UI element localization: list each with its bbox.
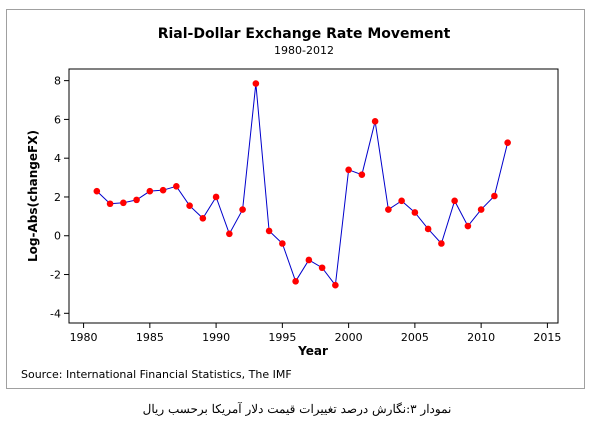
y-axis: -4 -2 0 2 4 6 8 [50,75,69,320]
x-tick-label: 2000 [335,331,363,344]
data-point [212,193,220,201]
data-point [398,197,405,205]
chart-subtitle: 1980-2012 [274,44,334,57]
data-point [318,264,326,272]
y-axis-label: Log-Abs(changeFX) [26,130,40,262]
data-point [477,206,485,213]
data-point [186,202,193,209]
data-point [106,200,114,208]
data-point [239,206,246,213]
data-point [464,222,472,230]
series-line [96,83,509,287]
y-tick-label: 0 [54,230,61,243]
data-point [120,199,127,207]
x-tick-label: 1995 [268,331,296,344]
x-tick-label: 1990 [202,331,230,344]
data-point [438,240,445,247]
plot-area [68,68,559,324]
x-axis-label: Year [297,344,328,358]
data-point [265,227,273,235]
data-point [371,118,379,125]
y-tick-label: -2 [50,269,61,282]
x-tick-label: 2005 [401,331,429,344]
data-point [332,281,339,289]
data-point [451,197,458,205]
data-point [173,183,180,190]
chart-title: Rial-Dollar Exchange Rate Movement [158,26,451,42]
data-point [93,187,101,195]
series-markers [93,80,511,289]
x-tick-label: 1985 [136,331,164,344]
chart-svg: Rial-Dollar Exchange Rate Movement 1980-… [21,26,561,381]
data-point [491,192,498,200]
data-point [358,171,366,178]
x-axis: 1980 1985 1990 1995 2000 2005 2010 2015 [70,323,561,344]
x-tick-label: 2015 [533,331,561,344]
data-point [159,186,167,194]
data-point [385,206,392,213]
y-tick-label: -4 [50,307,61,320]
data-point [146,187,154,195]
data-point [252,80,260,87]
x-tick-label: 1980 [70,331,98,344]
data-point [411,209,419,216]
x-tick-label: 2010 [467,331,495,344]
data-point [292,278,299,285]
y-tick-label: 8 [54,75,61,88]
y-tick-label: 6 [54,113,61,126]
data-point [345,166,352,174]
data-point [504,139,511,146]
data-point [133,196,140,204]
data-point [424,225,432,233]
source-note: Source: International Financial Statisti… [21,368,292,381]
figure-caption: نمودار ۳:نگارش درصد تغییرات قیمت دلار آم… [142,402,452,416]
chart-frame: Rial-Dollar Exchange Rate Movement 1980-… [6,9,585,389]
data-point [226,230,233,238]
data-point [199,214,207,222]
y-tick-label: 4 [54,152,61,165]
data-point [279,240,286,247]
y-tick-label: 2 [54,191,61,204]
data-point [305,256,313,264]
